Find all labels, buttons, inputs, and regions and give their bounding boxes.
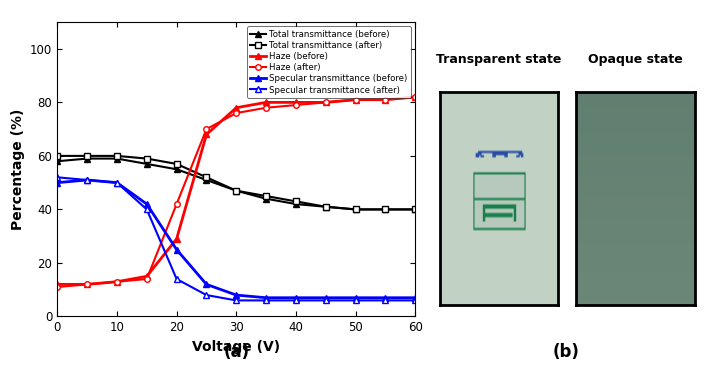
Total transmittance (before) (142, 162, 151, 166)
Line: Haze (before): Haze (before) (54, 94, 418, 287)
Total transmittance (after) (381, 207, 390, 212)
Haze (before) (411, 95, 420, 99)
Specular transmittance (before) (291, 296, 300, 300)
Haze (after) (352, 98, 360, 102)
Haze (after) (173, 202, 181, 206)
Haze (before) (291, 100, 300, 105)
Haze (after) (142, 277, 151, 281)
Haze (after) (411, 95, 420, 99)
X-axis label: Voltage (V): Voltage (V) (192, 340, 281, 354)
Haze (before) (112, 279, 121, 284)
Total transmittance (before) (262, 197, 271, 201)
Total transmittance (after) (142, 156, 151, 161)
Total transmittance (after) (411, 207, 420, 212)
Haze (before) (83, 282, 92, 287)
Haze (after) (53, 285, 62, 289)
Haze (before) (202, 132, 211, 137)
Legend: Total transmittance (before), Total transmittance (after), Haze (before), Haze (: Total transmittance (before), Total tran… (247, 26, 411, 98)
Total transmittance (before) (112, 156, 121, 161)
Haze (before) (262, 100, 271, 105)
Total transmittance (before) (83, 156, 92, 161)
Specular transmittance (after) (291, 298, 300, 302)
Total transmittance (after) (291, 199, 300, 204)
Total transmittance (after) (262, 194, 271, 198)
Haze (after) (262, 106, 271, 110)
Specular transmittance (before) (321, 296, 330, 300)
Text: Opaque state: Opaque state (588, 53, 682, 66)
Haze (before) (381, 98, 390, 102)
Haze (before) (53, 282, 62, 287)
Line: Specular transmittance (after): Specular transmittance (after) (54, 174, 418, 303)
Text: Transparent state: Transparent state (436, 53, 562, 66)
Haze (before) (142, 274, 151, 279)
Total transmittance (before) (321, 205, 330, 209)
Total transmittance (before) (232, 188, 241, 193)
Specular transmittance (after) (321, 298, 330, 302)
Line: Specular transmittance (before): Specular transmittance (before) (54, 177, 418, 301)
Specular transmittance (after) (142, 207, 151, 212)
Total transmittance (before) (202, 178, 211, 182)
Specular transmittance (after) (232, 298, 241, 302)
Total transmittance (before) (381, 207, 390, 212)
Haze (after) (381, 98, 390, 102)
Specular transmittance (before) (411, 296, 420, 300)
Haze (after) (112, 279, 121, 284)
Specular transmittance (before) (232, 293, 241, 297)
Text: (a): (a) (223, 343, 249, 361)
Total transmittance (before) (173, 167, 181, 171)
Total transmittance (before) (411, 207, 420, 212)
Specular transmittance (after) (202, 293, 211, 297)
Specular transmittance (after) (262, 298, 271, 302)
Total transmittance (after) (112, 154, 121, 158)
Specular transmittance (after) (53, 175, 62, 180)
Haze (before) (232, 106, 241, 110)
Total transmittance (after) (173, 162, 181, 166)
Specular transmittance (after) (381, 298, 390, 302)
Haze (after) (83, 282, 92, 287)
Haze (before) (173, 237, 181, 241)
Specular transmittance (before) (262, 296, 271, 300)
Line: Total transmittance (before): Total transmittance (before) (54, 156, 418, 212)
Total transmittance (before) (352, 207, 360, 212)
Specular transmittance (after) (411, 298, 420, 302)
Total transmittance (after) (83, 154, 92, 158)
Specular transmittance (before) (352, 296, 360, 300)
Specular transmittance (after) (173, 277, 181, 281)
Total transmittance (before) (291, 202, 300, 206)
Text: (b): (b) (552, 343, 579, 361)
Specular transmittance (before) (53, 180, 62, 185)
Specular transmittance (before) (202, 282, 211, 287)
Haze (after) (232, 111, 241, 115)
Specular transmittance (before) (112, 180, 121, 185)
Haze (after) (202, 127, 211, 131)
Haze (before) (321, 100, 330, 105)
Specular transmittance (before) (142, 202, 151, 206)
Specular transmittance (before) (173, 247, 181, 252)
Total transmittance (after) (321, 205, 330, 209)
Specular transmittance (before) (381, 296, 390, 300)
Haze (after) (291, 103, 300, 107)
Total transmittance (before) (53, 159, 62, 163)
Specular transmittance (before) (83, 178, 92, 182)
Haze (before) (352, 98, 360, 102)
Line: Haze (after): Haze (after) (54, 94, 418, 290)
Line: Total transmittance (after): Total transmittance (after) (54, 153, 418, 212)
Total transmittance (after) (232, 188, 241, 193)
Specular transmittance (after) (352, 298, 360, 302)
Y-axis label: Percentage (%): Percentage (%) (11, 109, 24, 230)
Total transmittance (after) (352, 207, 360, 212)
Specular transmittance (after) (112, 180, 121, 185)
Total transmittance (after) (53, 154, 62, 158)
Specular transmittance (after) (83, 178, 92, 182)
Haze (after) (321, 100, 330, 105)
Total transmittance (after) (202, 175, 211, 180)
